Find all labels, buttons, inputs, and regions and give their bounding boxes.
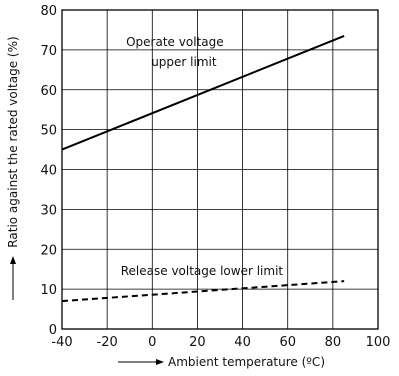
x-tick-label: 60: [279, 335, 296, 350]
y-tick-label: 10: [40, 283, 57, 298]
annotations: Operate voltage upper limit Release voltag…: [121, 35, 284, 278]
y-tick-label: 80: [40, 4, 57, 19]
y-tick-label: 70: [40, 44, 57, 59]
series-lines: [61, 34, 345, 303]
y-tick-label: 30: [40, 203, 57, 218]
tick-labels: -40 -20 0 20 40 60 80 100 0 10 20 30 40 50 60 70 80: [40, 4, 390, 350]
annotation-operate-voltage: Operate voltage: [126, 35, 223, 49]
x-tick-label: -40: [51, 335, 72, 350]
plot-frame: [61, 9, 379, 330]
x-tick-label: 40: [234, 335, 251, 350]
y-tick-label: 20: [40, 243, 57, 258]
x-axis-arrow: [118, 359, 164, 365]
x-tick-label: -20: [97, 335, 118, 350]
annotation-upper-limit: upper limit: [151, 55, 217, 69]
x-tick-label: 80: [325, 335, 342, 350]
x-tick-label: 100: [366, 335, 391, 350]
y-tick-label: 60: [40, 84, 57, 99]
y-tick-label: 50: [40, 124, 57, 139]
annotation-release-voltage-lower-limit: Release voltage lower limit: [121, 264, 284, 278]
x-axis-label: Ambient temperature (ºC): [168, 355, 325, 369]
y-tick-label: 0: [49, 323, 57, 338]
operate-voltage-upper-limit-line: [61, 34, 345, 151]
y-axis-label: Ratio against the rated voltage (%): [6, 36, 20, 247]
y-axis-arrow: [10, 256, 16, 300]
release-voltage-lower-limit-line: [61, 280, 345, 303]
x-tick-label: 0: [148, 335, 156, 350]
y-tick-label: 40: [40, 164, 57, 179]
grid: [61, 9, 379, 330]
x-tick-label: 20: [189, 335, 206, 350]
